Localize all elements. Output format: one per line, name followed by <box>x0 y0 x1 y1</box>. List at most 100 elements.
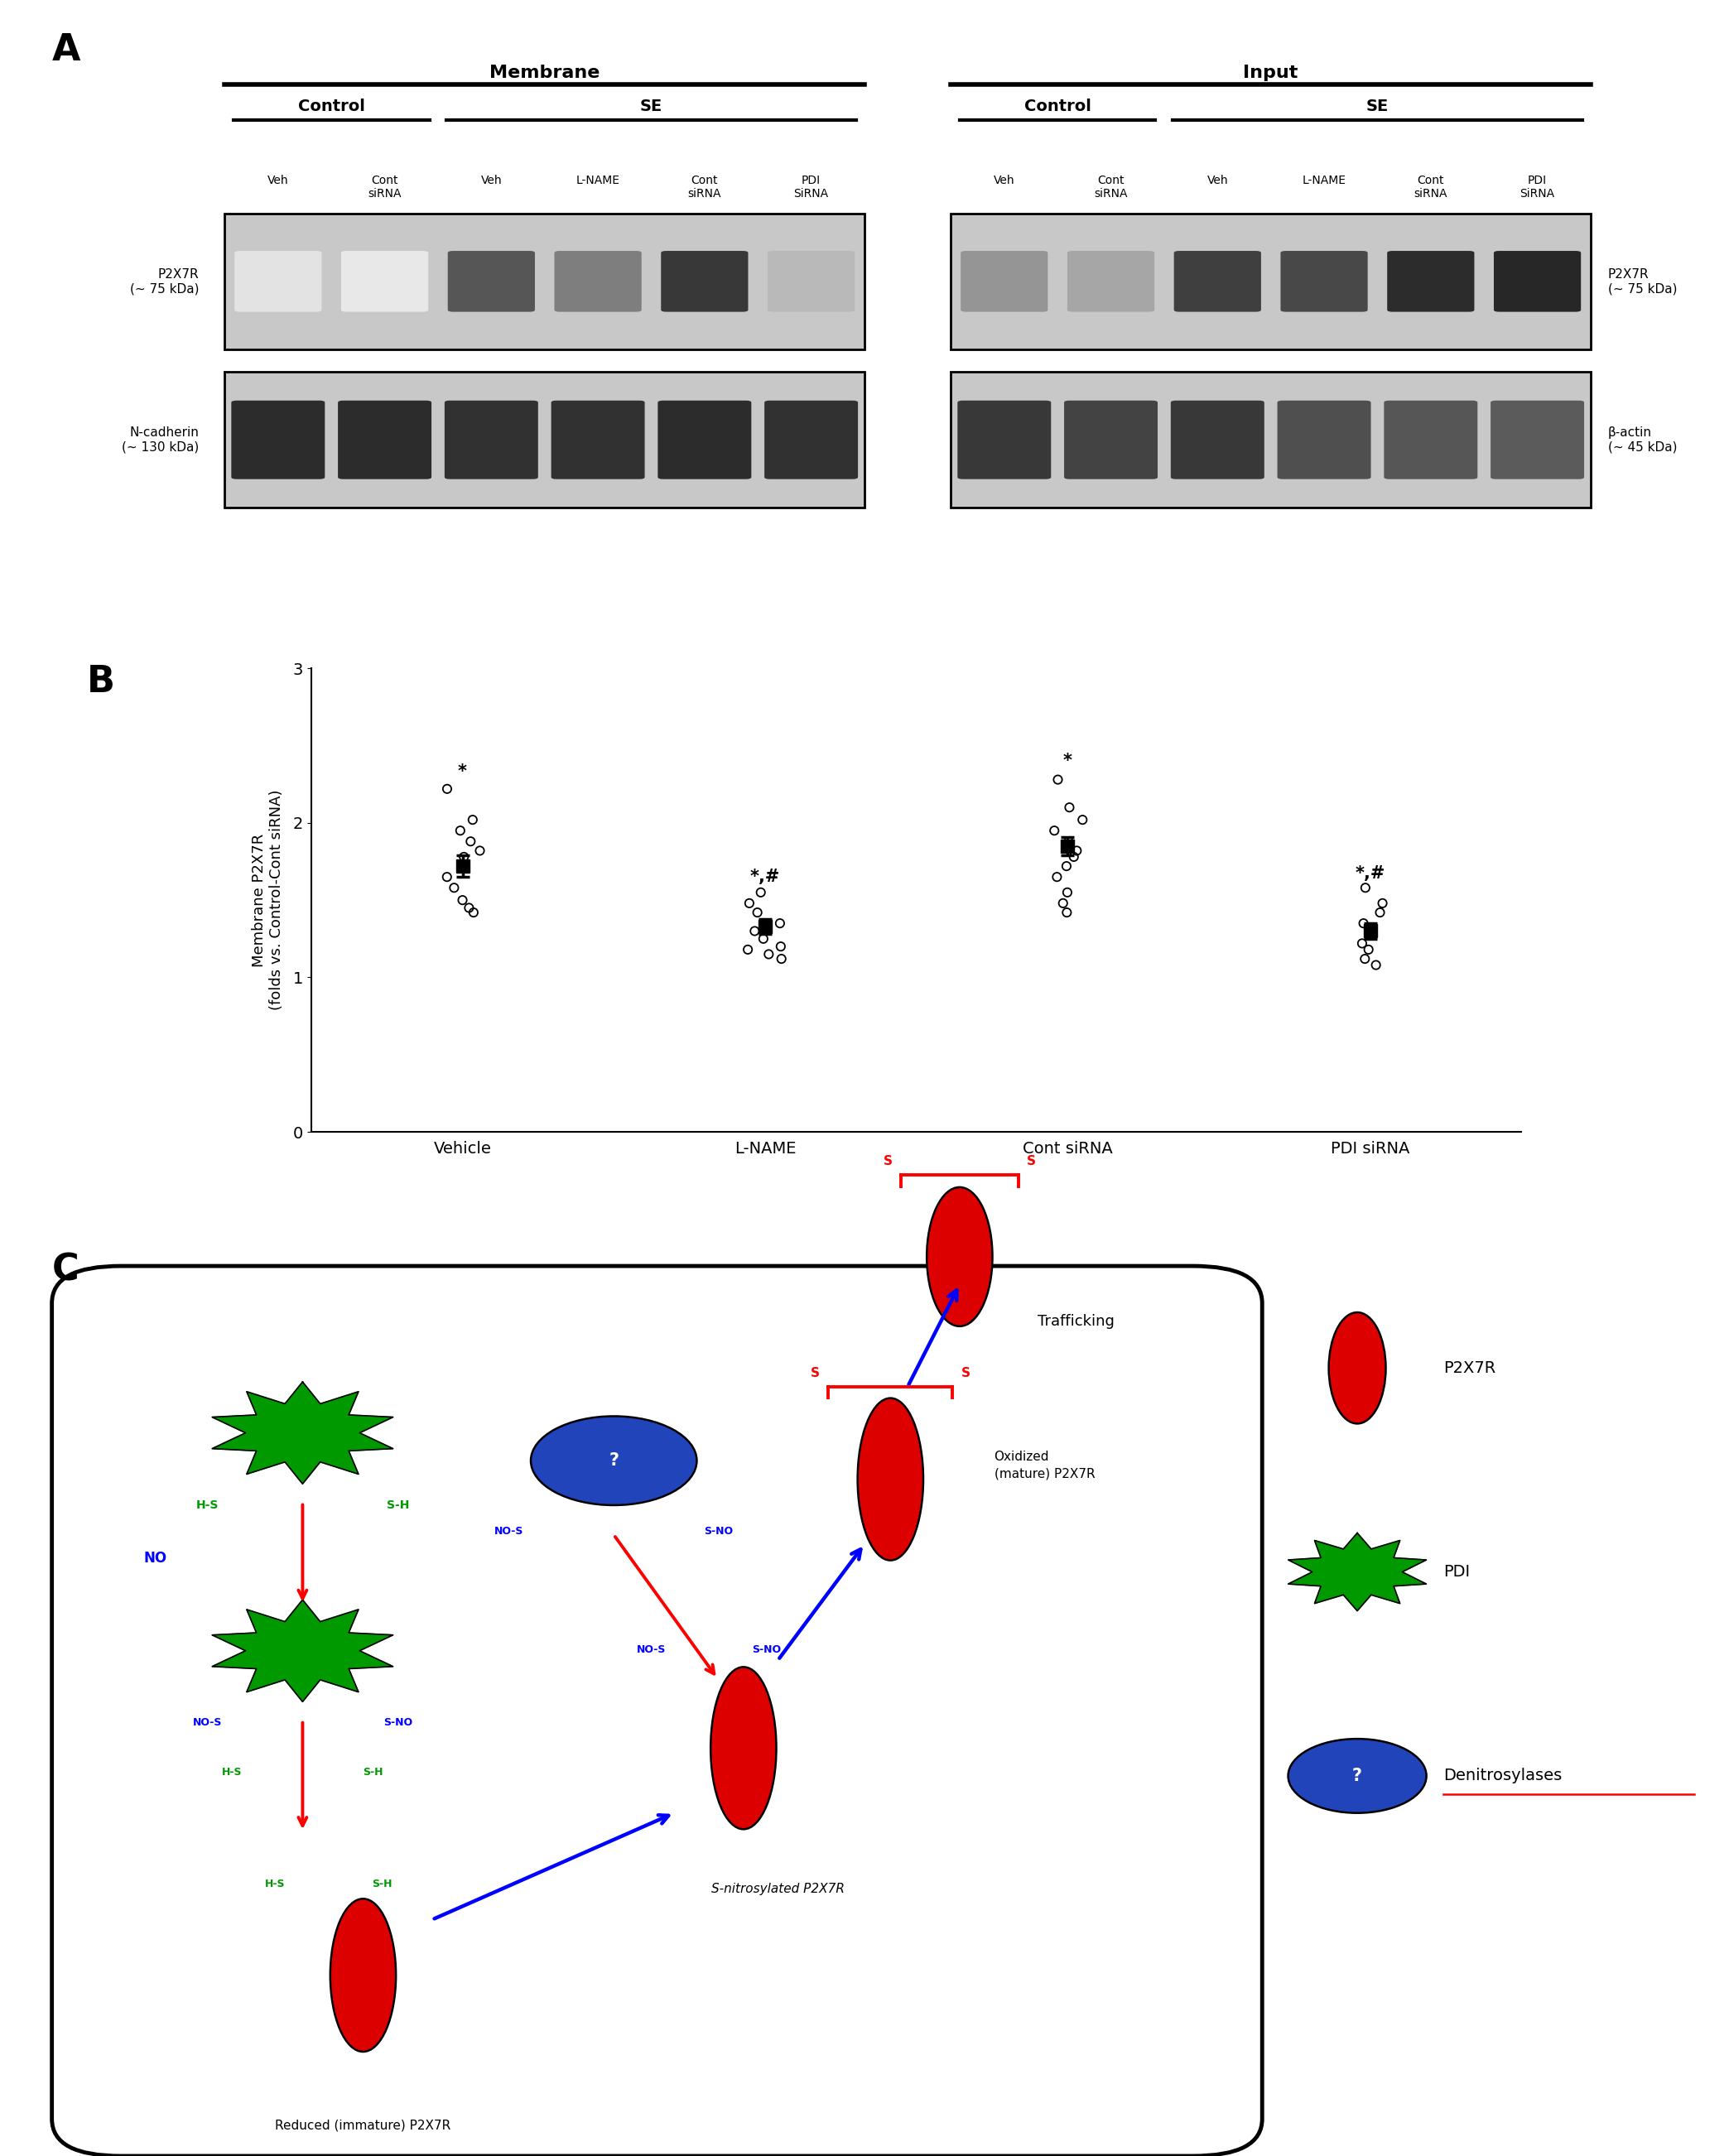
FancyBboxPatch shape <box>1383 401 1478 479</box>
Point <box>768 929 795 964</box>
Text: SE: SE <box>1366 99 1388 114</box>
FancyBboxPatch shape <box>52 1266 1262 2156</box>
Point <box>456 824 484 858</box>
Text: Veh: Veh <box>1207 175 1228 185</box>
Point <box>450 839 477 873</box>
Text: A: A <box>52 32 81 69</box>
Point <box>735 886 762 921</box>
Point <box>448 884 475 918</box>
Point <box>1350 906 1378 940</box>
Point <box>1056 791 1084 826</box>
Text: β-actin
(~ 45 kDa): β-actin (~ 45 kDa) <box>1608 427 1677 453</box>
Point <box>749 921 776 955</box>
Ellipse shape <box>927 1188 992 1326</box>
FancyBboxPatch shape <box>555 250 641 313</box>
Circle shape <box>531 1416 697 1505</box>
Text: P2X7R: P2X7R <box>1444 1360 1496 1376</box>
FancyBboxPatch shape <box>1278 401 1371 479</box>
FancyBboxPatch shape <box>764 401 858 479</box>
Text: H-S: H-S <box>195 1501 220 1511</box>
Point <box>1369 886 1397 921</box>
Point <box>441 871 469 906</box>
Text: *: * <box>458 763 467 780</box>
FancyBboxPatch shape <box>1171 401 1264 479</box>
FancyBboxPatch shape <box>958 401 1051 479</box>
Point <box>1362 949 1390 983</box>
Point <box>1053 849 1081 884</box>
Text: P2X7R
(~ 75 kDa): P2X7R (~ 75 kDa) <box>1608 267 1677 295</box>
Text: S: S <box>961 1367 970 1380</box>
Text: Veh: Veh <box>268 175 289 185</box>
Point <box>1041 813 1069 847</box>
Point <box>467 834 494 869</box>
Text: C: C <box>52 1253 80 1287</box>
Text: NO-S: NO-S <box>636 1645 666 1656</box>
Text: Control: Control <box>297 99 365 114</box>
FancyBboxPatch shape <box>768 250 854 313</box>
Ellipse shape <box>330 1899 396 2053</box>
FancyBboxPatch shape <box>1063 401 1158 479</box>
Text: S: S <box>1027 1156 1036 1169</box>
FancyBboxPatch shape <box>444 401 538 479</box>
Text: Veh: Veh <box>481 175 501 185</box>
Text: S-H: S-H <box>372 1880 392 1891</box>
Point <box>1044 763 1072 798</box>
Point <box>1366 895 1394 929</box>
Point <box>446 813 474 847</box>
Point <box>1053 895 1081 929</box>
Point <box>1352 871 1380 906</box>
Text: S-NO: S-NO <box>704 1526 733 1537</box>
Ellipse shape <box>858 1397 923 1561</box>
Text: PDI
SiRNA: PDI SiRNA <box>1520 175 1554 201</box>
Point <box>1359 916 1387 951</box>
Text: SE: SE <box>640 99 662 114</box>
Polygon shape <box>213 1382 392 1483</box>
Text: S: S <box>811 1367 820 1380</box>
Polygon shape <box>1288 1533 1426 1611</box>
Text: NO-S: NO-S <box>494 1526 524 1537</box>
Point <box>434 772 462 806</box>
Text: S-H: S-H <box>386 1501 410 1511</box>
Point <box>1050 886 1077 921</box>
Point <box>740 914 768 949</box>
Ellipse shape <box>1330 1313 1387 1423</box>
Point <box>450 849 477 884</box>
Point <box>460 895 488 929</box>
Text: S-H: S-H <box>363 1766 384 1777</box>
Text: S-nitrosylated P2X7R: S-nitrosylated P2X7R <box>711 1882 845 1895</box>
FancyBboxPatch shape <box>225 371 864 509</box>
FancyBboxPatch shape <box>657 401 752 479</box>
FancyBboxPatch shape <box>1281 250 1368 313</box>
Polygon shape <box>213 1600 392 1701</box>
Point <box>458 802 486 837</box>
FancyBboxPatch shape <box>552 401 645 479</box>
FancyBboxPatch shape <box>951 213 1591 349</box>
Point <box>1055 824 1082 858</box>
Text: *,#: *,# <box>1356 865 1385 882</box>
Point <box>1350 942 1378 977</box>
Text: H-S: H-S <box>221 1766 242 1777</box>
Text: Trafficking: Trafficking <box>1037 1315 1113 1328</box>
Text: Cont
siRNA: Cont siRNA <box>1414 175 1447 201</box>
Text: Reduced (immature) P2X7R: Reduced (immature) P2X7R <box>275 2119 451 2132</box>
FancyBboxPatch shape <box>1067 250 1155 313</box>
Point <box>455 890 482 925</box>
Point <box>1069 802 1096 837</box>
Text: Denitrosylases: Denitrosylases <box>1444 1768 1563 1783</box>
FancyBboxPatch shape <box>448 250 534 313</box>
Point <box>1060 839 1088 873</box>
Ellipse shape <box>711 1667 776 1828</box>
Point <box>747 875 775 910</box>
Text: Cont
siRNA: Cont siRNA <box>688 175 721 201</box>
Text: *,#: *,# <box>750 869 780 884</box>
Point <box>743 895 771 929</box>
Text: P2X7R
(~ 75 kDa): P2X7R (~ 75 kDa) <box>130 267 199 295</box>
Point <box>768 942 795 977</box>
FancyBboxPatch shape <box>1174 250 1260 313</box>
FancyBboxPatch shape <box>232 401 325 479</box>
Text: S: S <box>884 1156 892 1169</box>
Text: ?: ? <box>609 1453 619 1468</box>
Text: S-NO: S-NO <box>752 1645 782 1656</box>
FancyBboxPatch shape <box>1490 401 1584 479</box>
Point <box>1356 931 1383 966</box>
